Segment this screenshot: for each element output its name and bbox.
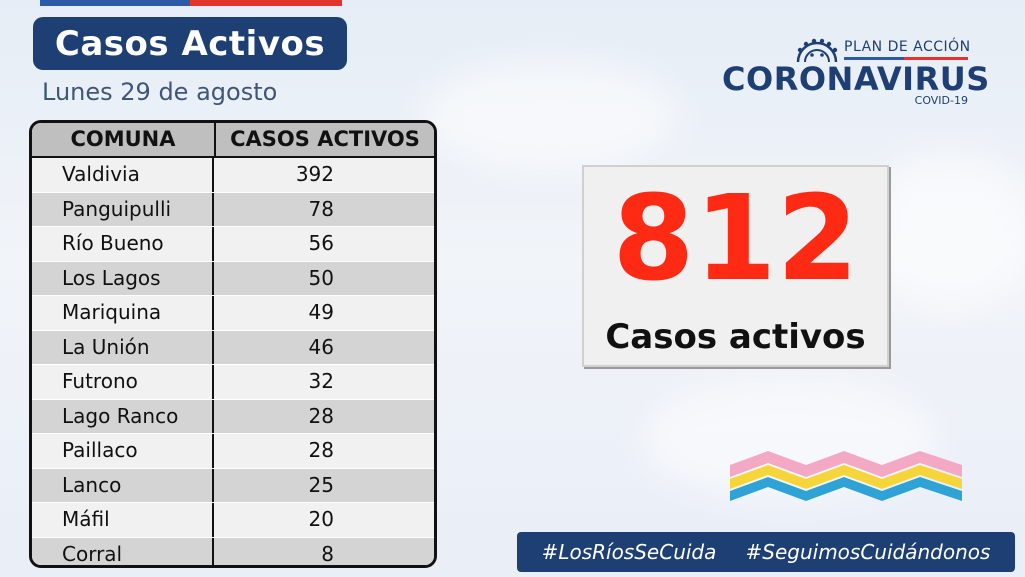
- cases-table: COMUNA CASOS ACTIVOS Valdivia 392 Panguipu…: [29, 120, 437, 568]
- coronavirus-logo: PLAN DE ACCIÓN CORONAVIRUS COVID-19: [722, 34, 989, 114]
- table-row: Río Bueno 56: [32, 226, 434, 261]
- accent-blue: [40, 0, 190, 6]
- table-body: Valdivia 392 Panguipulli 78 Río Bueno 56 Los L…: [32, 158, 434, 566]
- table-row: Lago Ranco 28: [32, 398, 434, 433]
- logo-plan-text: PLAN DE ACCIÓN: [844, 39, 971, 55]
- casos-cell: 392: [295, 162, 334, 186]
- wave-decoration: [730, 451, 962, 501]
- comuna-cell: Lanco: [32, 468, 214, 502]
- comuna-cell: La Unión: [32, 330, 214, 364]
- comuna-cell: Los Lagos: [32, 261, 214, 295]
- column-header-comuna: COMUNA: [32, 123, 216, 156]
- table-header: COMUNA CASOS ACTIVOS: [32, 123, 434, 158]
- casos-cell: 49: [308, 300, 334, 324]
- comuna-cell: Lago Ranco: [32, 399, 214, 433]
- table-row: Panguipulli 78: [32, 191, 434, 226]
- hashtag-bar: #LosRíosSeCuida #SeguimosCuidándonos: [517, 532, 1015, 572]
- casos-cell: 20: [308, 507, 334, 531]
- comuna-cell: Panguipulli: [32, 192, 214, 226]
- casos-cell: 46: [308, 334, 334, 359]
- logo-underline: [844, 57, 968, 60]
- comuna-cell: Río Bueno: [32, 227, 214, 261]
- casos-cell: 78: [308, 196, 334, 221]
- page-title-pill: Casos Activos: [33, 17, 347, 70]
- casos-cell: 28: [308, 403, 334, 428]
- table-row: Corral 8: [32, 536, 434, 566]
- date-label: Lunes 29 de agosto: [42, 78, 278, 106]
- comuna-cell: Futrono: [32, 365, 214, 399]
- table-row: La Unión 46: [32, 329, 434, 364]
- background-cloud: [420, 60, 680, 170]
- casos-cell: 28: [308, 438, 334, 462]
- total-cases-label: Casos activos: [605, 317, 866, 357]
- casos-cell: 56: [308, 231, 334, 255]
- total-cases-box: 812 Casos activos: [582, 165, 889, 367]
- comuna-cell: Paillaco: [32, 434, 214, 468]
- hashtag-seguimos: #SeguimosCuidándonos: [745, 540, 991, 564]
- comuna-cell: Mariquina: [32, 296, 214, 330]
- comuna-cell: Valdivia: [32, 158, 214, 192]
- top-accent-bar: [40, 0, 342, 6]
- table-row: Paillaco 28: [32, 433, 434, 468]
- comuna-cell: Máfil: [32, 503, 214, 537]
- total-cases-number: 812: [612, 169, 859, 307]
- page-title: Casos Activos: [54, 23, 326, 64]
- casos-cell: 8: [321, 541, 334, 566]
- logo-sub: COVID-19: [914, 94, 968, 107]
- casos-cell: 25: [308, 472, 334, 497]
- table-row: Futrono 32: [32, 364, 434, 399]
- column-header-casos: CASOS ACTIVOS: [230, 127, 420, 151]
- table-row: Máfil 20: [32, 502, 434, 537]
- table-row: Lanco 25: [32, 467, 434, 502]
- virus-icon: [796, 38, 838, 62]
- hashtag-losrios: #LosRíosSeCuida: [541, 540, 717, 564]
- logo-name: CORONAVIRUS: [722, 60, 990, 98]
- table-row: Mariquina 49: [32, 295, 434, 330]
- table-row: Los Lagos 50: [32, 260, 434, 295]
- casos-cell: 32: [308, 369, 334, 393]
- table-row: Valdivia 392: [32, 158, 434, 192]
- comuna-cell: Corral: [32, 537, 214, 565]
- casos-cell: 50: [308, 265, 334, 290]
- accent-red: [190, 0, 342, 6]
